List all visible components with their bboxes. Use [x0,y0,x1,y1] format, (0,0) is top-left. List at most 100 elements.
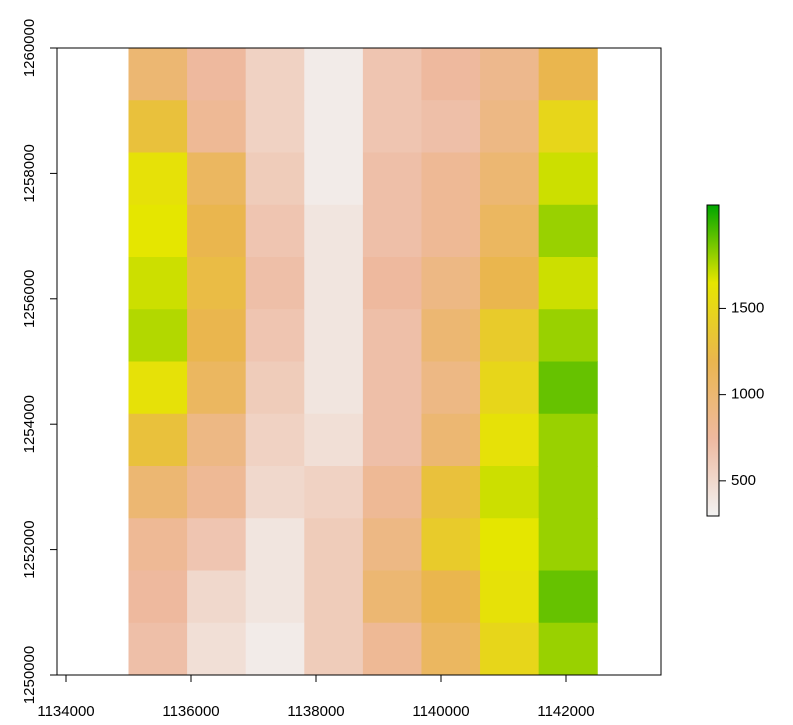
raster-cell [245,204,305,258]
raster-cell [480,622,540,676]
raster-cell [421,48,481,101]
raster-cell [128,152,188,206]
raster-cell [304,466,364,519]
raster-cell [362,152,422,206]
raster-cell [304,622,364,676]
raster-cell [362,257,422,310]
y-tick-label: 1256000 [21,270,38,328]
raster-cell [538,152,598,206]
raster-cell [304,48,364,101]
raster-cell [362,570,422,624]
raster-cell [187,413,247,467]
raster-cell [304,257,364,310]
raster-cell [304,152,364,206]
raster-cell [187,100,247,153]
raster-cell [362,48,422,101]
raster-cell [128,48,188,101]
x-tick-label: 1138000 [287,703,344,720]
raster-cell [187,152,247,206]
raster-cell [538,466,598,519]
raster-cell [421,152,481,206]
raster-cell [245,100,305,153]
raster-cell [128,100,188,153]
raster-cell [538,361,598,415]
raster [128,48,598,676]
raster-cell [245,48,305,101]
raster-cell [187,204,247,258]
raster-cell [362,204,422,258]
raster-cell [362,466,422,519]
x-tick-label: 1134000 [37,703,94,720]
raster-cell [128,204,188,258]
y-tick-label: 1258000 [21,144,38,202]
raster-cell [538,413,598,467]
raster-cell [304,518,364,571]
raster-cell [362,100,422,153]
y-tick-label: 1260000 [21,19,38,77]
raster-cell [128,466,188,519]
color-bar [706,204,720,517]
raster-cell [128,413,188,467]
raster-cell [480,361,540,415]
raster-cell [421,518,481,571]
legend-tick-label: 500 [731,472,756,489]
raster-cell [421,570,481,624]
raster-cell [245,361,305,415]
raster-cell [480,570,540,624]
raster-cell [187,518,247,571]
raster-cell [128,570,188,624]
y-tick-label: 1252000 [21,520,38,578]
raster-cell [304,361,364,415]
raster-cell [304,570,364,624]
raster-cell [480,257,540,310]
raster-cell [538,309,598,362]
raster-cell [480,518,540,571]
raster-cell [480,48,540,101]
raster-cell [538,48,598,101]
x-tick-label: 1136000 [162,703,219,720]
raster-cell [304,413,364,467]
raster-cell [538,204,598,258]
raster-cell [421,413,481,467]
raster-cell [480,466,540,519]
x-tick-label: 1140000 [412,703,469,720]
x-tick-label: 1142000 [537,703,594,720]
raster-cell [128,361,188,415]
raster-cell [362,361,422,415]
raster-cell [245,466,305,519]
raster-cell [187,257,247,310]
raster-cell [128,622,188,676]
raster-cell [245,309,305,362]
y-tick-label: 1250000 [21,646,38,704]
raster-cell [304,309,364,362]
raster-cell [245,570,305,624]
y-tick-label: 1254000 [21,395,38,453]
raster-cell [362,413,422,467]
raster-cell [421,309,481,362]
raster-cell [538,570,598,624]
raster-cell [362,622,422,676]
legend-tick-label: 1000 [731,386,764,403]
raster-cell [538,100,598,153]
raster-cell [304,204,364,258]
raster-cell [480,413,540,467]
raster-cell [421,100,481,153]
raster-cell [245,518,305,571]
raster-cell [187,466,247,519]
raster-cell [480,100,540,153]
raster-cell [245,257,305,310]
raster-cell [538,518,598,571]
raster-cell [421,466,481,519]
raster-cell [128,518,188,571]
raster-cell [421,622,481,676]
legend-tick-label: 1500 [731,299,764,316]
raster-cell [480,152,540,206]
raster-cell [421,257,481,310]
raster-cell [538,257,598,310]
raster-cell [480,309,540,362]
raster-cell [187,570,247,624]
raster-cell [245,413,305,467]
raster-cell [128,257,188,310]
raster-cell [480,204,540,258]
